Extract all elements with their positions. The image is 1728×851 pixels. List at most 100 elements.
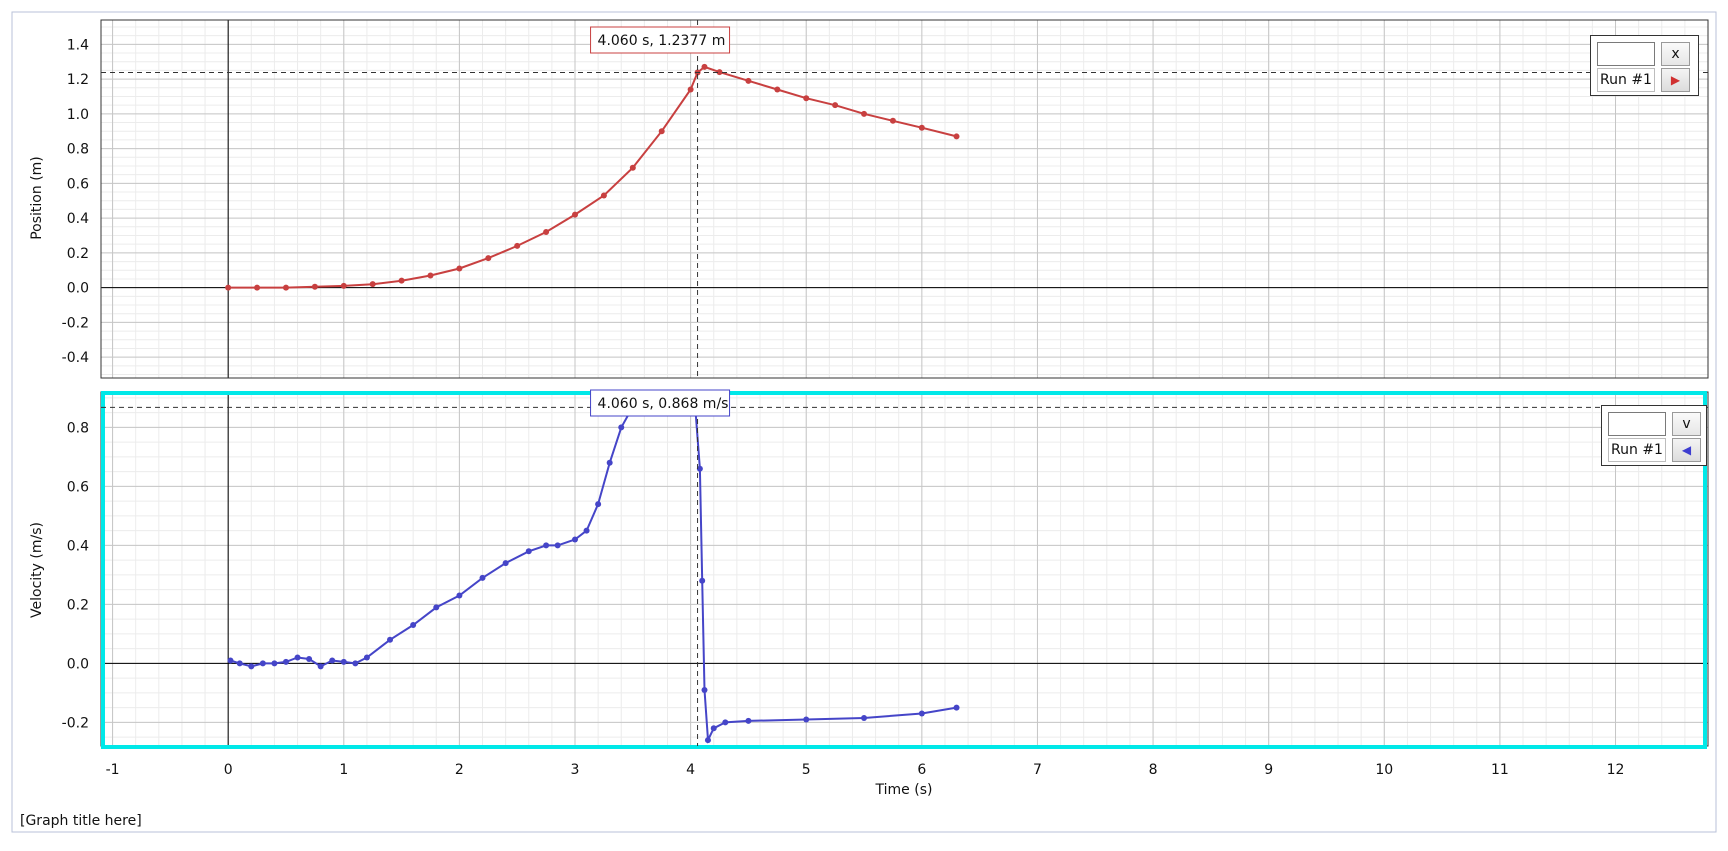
velocity-data-point (248, 663, 255, 670)
velocity-data-point (572, 536, 579, 543)
position-y-tick-label: 1.0 (67, 107, 89, 123)
position-run-label: Run #1 (1597, 68, 1655, 92)
velocity-data-point (525, 548, 532, 555)
position-data-point (918, 124, 925, 131)
velocity-data-point (701, 686, 708, 693)
velocity-data-point (236, 660, 243, 667)
position-data-point (745, 77, 752, 84)
position-data-point (456, 265, 463, 272)
velocity-data-point (410, 622, 417, 629)
velocity-data-point (918, 710, 925, 717)
position-y-tick-label: 1.4 (67, 37, 89, 53)
x-tick-label: 5 (802, 762, 811, 778)
velocity-data-point (363, 654, 370, 661)
position-series (225, 63, 960, 291)
position-cursor-label: 4.060 s, 1.2377 m (598, 33, 726, 49)
position-data-point (629, 164, 636, 171)
position-cursor-label-box (590, 26, 731, 54)
time-x-axis-label: Time (s) (875, 782, 933, 798)
velocity-data-point (618, 424, 625, 431)
x-tick-label: 12 (1607, 762, 1625, 778)
velocity-data-point (722, 719, 729, 726)
position-plot-background (101, 20, 1708, 378)
x-tick-label: 0 (224, 762, 233, 778)
position-data-point (687, 86, 694, 93)
velocity-data-point (502, 560, 509, 567)
position-y-tick-label: 0.6 (67, 176, 89, 192)
position-plot-frame (100, 19, 1709, 379)
velocity-data-point (433, 604, 440, 611)
play-left-icon[interactable]: ◀ (1672, 438, 1701, 462)
velocity-data-point (595, 501, 602, 508)
position-y-tick-label: -0.2 (62, 315, 89, 331)
position-data-point (254, 284, 261, 291)
velocity-data-point (704, 737, 711, 744)
x-tick-label: 10 (1375, 762, 1393, 778)
position-data-point (572, 211, 579, 218)
velocity-run-label: Run #1 (1608, 438, 1666, 462)
velocity-y-tick-label: -0.2 (62, 715, 89, 731)
velocity-data-point (479, 574, 486, 581)
x-tick-label: 1 (339, 762, 348, 778)
velocity-plot-background (101, 392, 1708, 746)
velocity-data-point (543, 542, 550, 549)
velocity-variable-button[interactable]: v (1672, 412, 1701, 436)
position-value-field[interactable] (1597, 42, 1655, 66)
velocity-data-point (745, 717, 752, 724)
velocity-data-point (803, 716, 810, 723)
position-data-point (889, 117, 896, 124)
velocity-cursor-label-box (590, 389, 731, 417)
graph-title[interactable]: [Graph title here] (20, 813, 142, 829)
velocity-y-tick-label: 0.6 (67, 479, 89, 495)
position-data-point (427, 272, 434, 279)
velocity-cursor-label: 4.060 s, 0.868 m/s (598, 396, 729, 412)
velocity-data-point (340, 658, 347, 665)
velocity-data-point (329, 657, 336, 664)
velocity-y-axis-label: Velocity (m/s) (29, 522, 45, 618)
position-data-point (311, 283, 318, 290)
x-tick-label: 2 (455, 762, 464, 778)
position-data-point (600, 192, 607, 199)
position-data-point (225, 284, 232, 291)
position-data-point (658, 128, 665, 135)
position-data-point (861, 110, 868, 117)
velocity-data-point (710, 725, 717, 732)
position-y-tick-label: 0.4 (67, 211, 89, 227)
position-legend-box: x Run #1 ▶ (1590, 35, 1699, 96)
velocity-data-point (861, 714, 868, 721)
velocity-data-point (583, 527, 590, 534)
velocity-data-point (387, 636, 394, 643)
velocity-plot-grid (101, 392, 1709, 746)
axes-layer: 1.4 1.2 1.0 0.8 0.6 0.4 0.2 0.0 -0.2 -0.4 0.8 0.6 0.… (62, 19, 1709, 778)
position-y-tick-label: 0.8 (67, 142, 89, 158)
position-data-point (369, 281, 376, 288)
x-tick-label: -1 (106, 762, 120, 778)
position-data-point (716, 69, 723, 76)
position-data-point (832, 102, 839, 109)
position-data-point (803, 95, 810, 102)
position-variable-button[interactable]: x (1661, 42, 1690, 66)
position-data-point (514, 242, 521, 249)
window-frame (11, 11, 1717, 833)
velocity-y-tick-label: 0.2 (67, 597, 89, 613)
x-tick-label: 11 (1491, 762, 1509, 778)
velocity-data-point (606, 459, 613, 466)
velocity-y-tick-label: 0.0 (67, 656, 89, 672)
x-tick-label: 7 (1033, 762, 1042, 778)
position-y-tick-label: 0.2 (67, 246, 89, 262)
position-plot-grid (101, 20, 1709, 378)
play-right-icon[interactable]: ▶ (1661, 68, 1690, 92)
x-tick-label: 6 (917, 762, 926, 778)
velocity-value-field[interactable] (1608, 412, 1666, 436)
position-y-tick-label: -0.4 (62, 350, 89, 366)
velocity-data-point (352, 660, 359, 667)
velocity-data-point (317, 663, 324, 670)
position-y-axis-label: Position (m) (29, 156, 45, 240)
position-data-point (485, 255, 492, 262)
position-y-tick-label: 1.2 (67, 72, 89, 88)
velocity-data-point (699, 577, 706, 584)
position-data-point (398, 277, 405, 284)
velocity-data-point (271, 660, 278, 667)
